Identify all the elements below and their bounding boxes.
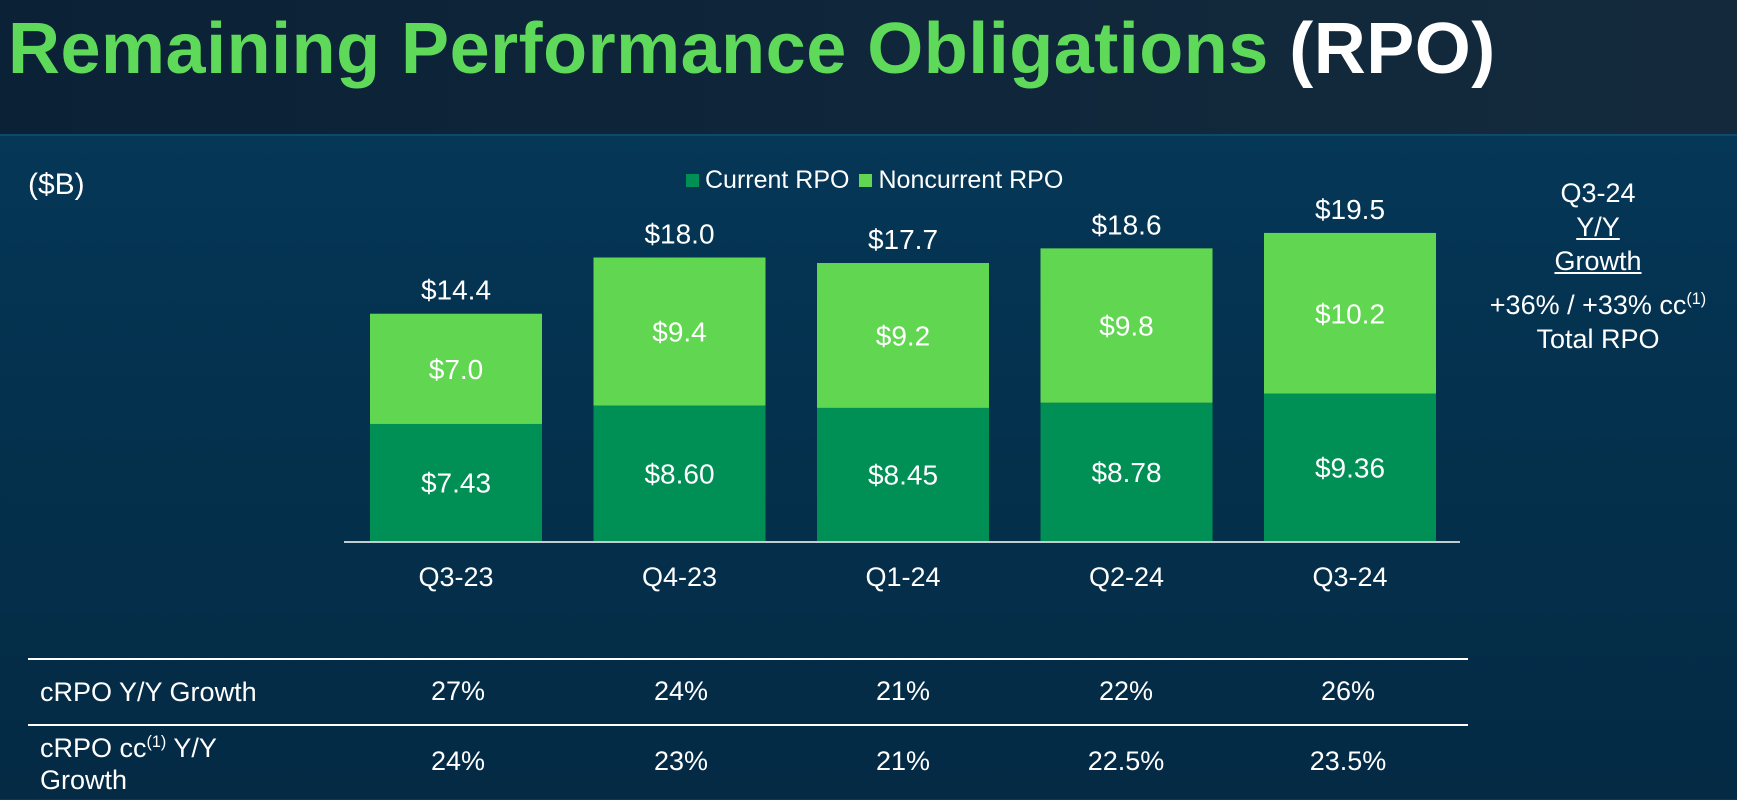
data-label-total: $14.4 <box>421 275 491 306</box>
table-cell: 23% <box>653 746 709 776</box>
table-cell: 26% <box>1320 676 1376 706</box>
table-cell: 27% <box>430 676 486 706</box>
row-label-crpo-cc-growth: cRPO cc(1) Y/Y Growth <box>40 733 217 795</box>
bar-current-rpo <box>593 405 766 541</box>
growth-value: +36% / +33% cc(1) <box>1468 288 1728 322</box>
x-tick-label: Q1-24 <box>865 562 940 592</box>
data-label-noncurrent: $10.2 <box>1315 298 1385 329</box>
legend-swatch-current <box>686 174 699 187</box>
x-tick-label: Q4-23 <box>642 562 717 592</box>
growth-period: Q3-24 <box>1560 178 1636 208</box>
footnote-ref: (1) <box>146 733 167 751</box>
x-tick-label: Q3-24 <box>1312 562 1387 592</box>
bar-noncurrent-rpo <box>1264 232 1436 394</box>
data-label-total: $19.5 <box>1315 194 1385 225</box>
table-row-crpo-growth: cRPO Y/Y Growth 27% 24% 21% 22% 26% <box>28 660 1468 726</box>
bar-noncurrent-rpo <box>370 313 542 424</box>
bar-noncurrent-rpo <box>817 263 989 408</box>
data-label-total: $17.7 <box>868 224 938 255</box>
data-label-current: $8.60 <box>644 458 714 489</box>
growth-callout: Q3-24 Y/Y Growth +36% / +33% cc(1) Total… <box>1468 176 1728 356</box>
legend-swatch-noncurrent <box>859 174 873 187</box>
growth-footnote-ref: (1) <box>1686 290 1707 308</box>
table-cell: 24% <box>430 746 486 776</box>
table-cell: 21% <box>875 746 931 776</box>
legend-label-noncurrent: Noncurrent RPO <box>878 166 1064 194</box>
unit-label: ($B) <box>28 168 85 201</box>
data-label-noncurrent: $9.4 <box>652 317 707 348</box>
bar-current-rpo <box>370 423 542 541</box>
table-row-crpo-cc-growth: cRPO cc(1) Y/Y Growth 24% 23% 21% 22.5% … <box>28 726 1468 800</box>
x-tick-label: Q3-23 <box>418 562 493 592</box>
crpo-growth-table: cRPO Y/Y Growth 27% 24% 21% 22% 26% cRPO… <box>28 658 1468 800</box>
title-main: Remaining Performance Obligations <box>8 9 1269 89</box>
data-label-current: $8.78 <box>1091 457 1161 488</box>
header-bar: Remaining Performance Obligations (RPO) <box>0 0 1737 136</box>
bar-noncurrent-rpo <box>1040 248 1213 403</box>
table-cell: 22% <box>1098 676 1154 706</box>
page-title: Remaining Performance Obligations (RPO) <box>8 8 1496 90</box>
chart-legend: Current RPO Noncurrent RPO <box>686 166 1063 195</box>
table-cell: 22.5% <box>1087 746 1165 776</box>
legend-item-noncurrent: Noncurrent RPO <box>859 166 1063 195</box>
legend-label-current: Current RPO <box>705 166 850 194</box>
growth-heading-line1: Y/Y <box>1576 212 1620 242</box>
growth-heading-line2: Growth <box>1554 246 1642 276</box>
x-tick-label: Q2-24 <box>1089 562 1164 592</box>
table-cell: 23.5% <box>1309 746 1387 776</box>
growth-caption: Total RPO <box>1536 324 1660 354</box>
growth-value-main: +36% / +33% cc <box>1489 290 1687 320</box>
bar-current-rpo <box>1040 402 1213 541</box>
data-label-noncurrent: $9.2 <box>876 320 931 351</box>
legend-item-current: Current RPO <box>686 166 849 195</box>
bar-noncurrent-rpo <box>593 257 766 406</box>
data-label-current: $8.45 <box>868 459 938 490</box>
data-label-current: $9.36 <box>1315 452 1385 483</box>
table-cell: 24% <box>653 676 709 706</box>
bar-current-rpo <box>1264 393 1436 541</box>
table-cell: 21% <box>875 676 931 706</box>
title-suffix: (RPO) <box>1289 9 1496 89</box>
data-label-noncurrent: $9.8 <box>1099 311 1154 342</box>
data-label-total: $18.6 <box>1091 209 1161 240</box>
bar-current-rpo <box>817 407 989 541</box>
data-label-noncurrent: $7.0 <box>429 354 484 385</box>
data-label-current: $7.43 <box>421 467 491 498</box>
data-label-total: $18.0 <box>644 219 714 250</box>
row-label-crpo-growth: cRPO Y/Y Growth <box>40 677 257 707</box>
